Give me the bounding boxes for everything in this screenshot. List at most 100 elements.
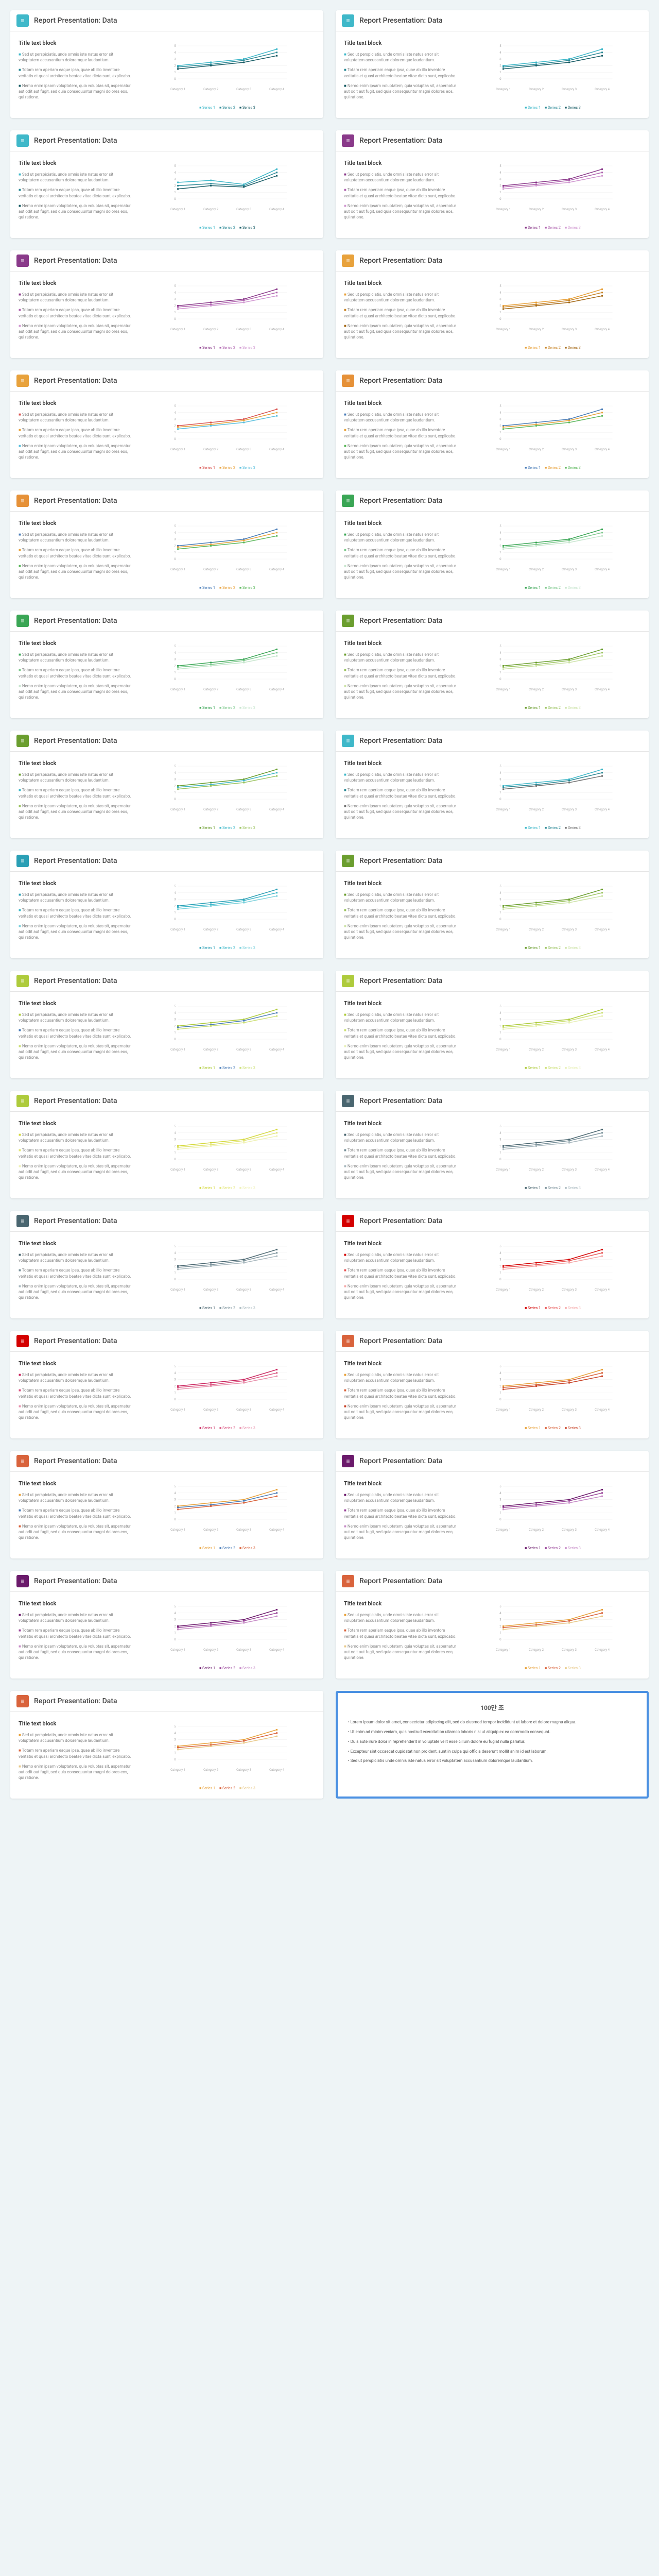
template-card[interactable]: ≡ Report Presentation: Data Title text b…	[10, 731, 323, 838]
svg-text:Category 3: Category 3	[562, 88, 577, 91]
chart-column: 012345Category 1Category 2Category 3Cate…	[465, 880, 640, 950]
card-header: ≡ Report Presentation: Data	[10, 1691, 323, 1712]
bullet-3: ■ Nemo enim ipsam voluptatem, quia volup…	[344, 323, 457, 341]
line-chart: 012345Category 1Category 2Category 3Cate…	[140, 400, 315, 462]
bullet-1: ■ Sed ut perspiciatis, unde omnis iste n…	[19, 1132, 131, 1143]
card-accent-icon: ≡	[342, 1575, 354, 1587]
template-card[interactable]: ≡ Report Presentation: Data Title text b…	[336, 130, 649, 238]
special-title: 100만 조	[348, 1703, 636, 1713]
card-header: ≡ Report Presentation: Data	[336, 1571, 649, 1592]
svg-text:5: 5	[174, 284, 176, 288]
svg-text:5: 5	[174, 885, 176, 888]
template-card[interactable]: ≡ Report Presentation: Data Title text b…	[336, 370, 649, 478]
svg-text:Category 3: Category 3	[236, 568, 251, 571]
card-header: ≡ Report Presentation: Data	[336, 490, 649, 512]
svg-text:2: 2	[499, 1264, 501, 1268]
svg-text:4: 4	[499, 51, 501, 55]
text-column: Title text block ■ Sed ut perspiciatis, …	[19, 280, 131, 350]
svg-text:3: 3	[499, 1258, 501, 1262]
template-card[interactable]: ≡ Report Presentation: Data Title text b…	[10, 1571, 323, 1679]
bullet-2: ■ Totam rem aperiam eaque ipsa, quae ab …	[19, 907, 131, 919]
card-accent-icon: ≡	[342, 375, 354, 387]
template-card[interactable]: ≡ Report Presentation: Data Title text b…	[10, 130, 323, 238]
template-card[interactable]: ≡ Report Presentation: Data Title text b…	[336, 1211, 649, 1318]
bullet-2: ■ Totam rem aperiam eaque ipsa, quae ab …	[344, 1267, 457, 1279]
line-chart: 012345Category 1Category 2Category 3Cate…	[140, 1480, 315, 1542]
template-card[interactable]: ≡ Report Presentation: Data Title text b…	[10, 971, 323, 1078]
text-block-title: Title text block	[344, 400, 457, 406]
svg-text:2: 2	[499, 1624, 501, 1628]
text-block-title: Title text block	[344, 1120, 457, 1127]
template-card[interactable]: ≡ Report Presentation: Data Title text b…	[10, 250, 323, 358]
template-card[interactable]: ≡ Report Presentation: Data Title text b…	[336, 731, 649, 838]
svg-text:5: 5	[174, 765, 176, 768]
template-card[interactable]: ≡ Report Presentation: Data Title text b…	[336, 851, 649, 958]
chart-legend: ■ Series 1■ Series 2■ Series 3	[140, 1306, 315, 1310]
card-accent-icon: ≡	[16, 1455, 29, 1467]
template-card[interactable]: ≡ Report Presentation: Data Title text b…	[336, 971, 649, 1078]
card-header: ≡ Report Presentation: Data	[10, 250, 323, 272]
svg-text:2: 2	[174, 544, 176, 548]
template-card[interactable]: ≡ Report Presentation: Data Title text b…	[336, 611, 649, 718]
svg-text:2: 2	[499, 1024, 501, 1028]
svg-text:Category 3: Category 3	[236, 208, 251, 211]
chart-column: 012345Category 1Category 2Category 3Cate…	[465, 1240, 640, 1310]
template-card[interactable]: ≡ Report Presentation: Data Title text b…	[336, 1571, 649, 1679]
svg-text:Category 1: Category 1	[170, 88, 185, 91]
text-block-title: Title text block	[344, 1240, 457, 1247]
template-card[interactable]: ≡ Report Presentation: Data Title text b…	[10, 611, 323, 718]
svg-text:0: 0	[499, 317, 501, 321]
bullet-2: ■ Totam rem aperiam eaque ipsa, quae ab …	[19, 1507, 131, 1519]
template-card[interactable]: ≡ Report Presentation: Data Title text b…	[10, 1211, 323, 1318]
template-card[interactable]: ≡ Report Presentation: Data Title text b…	[336, 250, 649, 358]
chart-legend: ■ Series 1■ Series 2■ Series 3	[465, 346, 640, 350]
text-column: Title text block ■ Sed ut perspiciatis, …	[19, 1360, 131, 1430]
template-card[interactable]: ≡ Report Presentation: Data Title text b…	[336, 490, 649, 598]
chart-column: 012345Category 1Category 2Category 3Cate…	[465, 160, 640, 230]
template-card[interactable]: ≡ Report Presentation: Data Title text b…	[10, 1451, 323, 1558]
template-card[interactable]: ≡ Report Presentation: Data Title text b…	[336, 1331, 649, 1438]
template-card[interactable]: ≡ Report Presentation: Data Title text b…	[10, 1691, 323, 1799]
card-title: Report Presentation: Data	[359, 1577, 443, 1585]
card-accent-icon: ≡	[342, 14, 354, 27]
chart-column: 012345Category 1Category 2Category 3Cate…	[140, 1240, 315, 1310]
svg-text:2: 2	[499, 784, 501, 788]
template-card[interactable]: ≡ Report Presentation: Data Title text b…	[336, 10, 649, 118]
svg-text:Category 3: Category 3	[562, 928, 577, 931]
svg-text:4: 4	[174, 1251, 176, 1255]
svg-text:Category 3: Category 3	[236, 928, 251, 931]
bullet-3: ■ Nemo enim ipsam voluptatem, quia volup…	[344, 683, 457, 701]
bullet-2: ■ Totam rem aperiam eaque ipsa, quae ab …	[344, 187, 457, 198]
svg-text:0: 0	[174, 77, 176, 81]
text-block-title: Title text block	[344, 880, 457, 887]
template-card[interactable]: ≡ Report Presentation: Data Title text b…	[10, 1331, 323, 1438]
template-card[interactable]: ≡ Report Presentation: Data Title text b…	[336, 1091, 649, 1198]
svg-text:1: 1	[174, 1391, 176, 1395]
template-card[interactable]: ≡ Report Presentation: Data Title text b…	[10, 10, 323, 118]
svg-text:Category 1: Category 1	[170, 328, 185, 331]
chart-legend: ■ Series 1■ Series 2■ Series 3	[465, 106, 640, 110]
svg-text:Category 1: Category 1	[496, 1048, 511, 1052]
svg-text:4: 4	[499, 1131, 501, 1135]
svg-text:0: 0	[499, 918, 501, 921]
svg-text:Category 1: Category 1	[496, 808, 511, 811]
svg-text:Category 4: Category 4	[269, 568, 285, 571]
svg-text:5: 5	[499, 44, 501, 48]
bullet-1: ■ Sed ut perspiciatis, unde omnis iste n…	[344, 1372, 457, 1383]
template-card[interactable]: ≡ Report Presentation: Data Title text b…	[10, 851, 323, 958]
text-block-title: Title text block	[19, 400, 131, 406]
template-card[interactable]: ≡ Report Presentation: Data Title text b…	[10, 490, 323, 598]
bullet-3: ■ Nemo enim ipsam voluptatem, quia volup…	[19, 323, 131, 341]
chart-column: 012345Category 1Category 2Category 3Cate…	[140, 1720, 315, 1790]
svg-text:Category 2: Category 2	[203, 928, 219, 931]
bullet-1: ■ Sed ut perspiciatis, unde omnis iste n…	[19, 412, 131, 423]
template-card[interactable]: ≡ Report Presentation: Data Title text b…	[336, 1451, 649, 1558]
text-column: Title text block ■ Sed ut perspiciatis, …	[344, 760, 457, 830]
template-card[interactable]: ≡ Report Presentation: Data Title text b…	[10, 1091, 323, 1198]
chart-legend: ■ Series 1■ Series 2■ Series 3	[465, 1306, 640, 1310]
svg-text:Category 2: Category 2	[203, 328, 219, 331]
bullet-1: ■ Sed ut perspiciatis, unde omnis iste n…	[19, 1492, 131, 1503]
svg-text:4: 4	[499, 1492, 501, 1495]
special-card[interactable]: 100만 조• Lorem ipsum dolor sit amet, cons…	[336, 1691, 649, 1799]
template-card[interactable]: ≡ Report Presentation: Data Title text b…	[10, 370, 323, 478]
